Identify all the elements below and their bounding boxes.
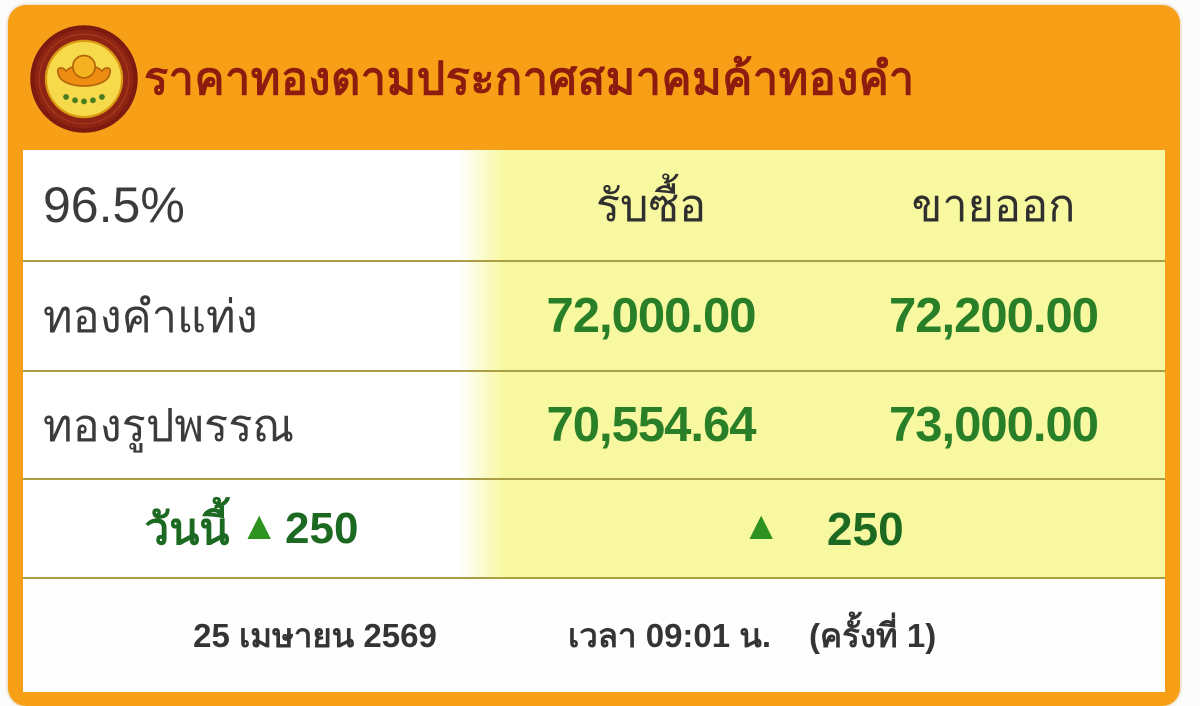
purity-label: 96.5% — [43, 177, 185, 233]
today-change-left: วันนี้ ▲ 250 — [23, 494, 480, 564]
table-footer-row: 25 เมษายน 2569 เวลา 09:01 น. (ครั้งที่ 1… — [23, 577, 1165, 690]
today-change-right: ▲ 250 — [480, 502, 1165, 556]
gold-bar-label: ทองคำแท่ง — [43, 291, 258, 342]
gold-ornament-label: ทองรูปพรรณ — [43, 400, 295, 451]
table-row-today-change: วันนี้ ▲ 250 ▲ 250 — [23, 478, 1165, 577]
announcement-time: เวลา 09:01 น. (ครั้งที่ 1) — [568, 579, 936, 692]
gold-price-table: 96.5% รับซื้อ ขายออก ทองคำแท่ง 72,000.00… — [23, 150, 1165, 692]
round-number-label: (ครั้งที่ 1) — [809, 617, 937, 654]
time-label: เวลา 09:01 น. — [568, 617, 772, 654]
table-row-gold-ornament: ทองรูปพรรณ 70,554.64 73,000.00 — [23, 370, 1165, 478]
up-triangle-icon: ▲ — [239, 503, 280, 548]
column-header-buy: รับซื้อ — [595, 180, 707, 231]
gold-association-logo-icon — [28, 23, 140, 135]
gold-bar-sell-price: 72,200.00 — [889, 289, 1099, 343]
today-label: วันนี้ — [144, 504, 230, 554]
page-title: ราคาทองตามประกาศสมาคมค้าทองคำ — [144, 52, 915, 104]
today-change-value-right: 250 — [826, 502, 904, 555]
gold-price-card: ราคาทองตามประกาศสมาคมค้าทองคำ 96.5% รับซ… — [8, 5, 1180, 706]
column-header-sell: ขายออก — [911, 180, 1076, 231]
announcement-date: 25 เมษายน 2569 — [193, 617, 437, 654]
table-row-gold-bar: ทองคำแท่ง 72,000.00 72,200.00 — [23, 260, 1165, 370]
card-header: ราคาทองตามประกาศสมาคมค้าทองคำ — [8, 5, 1180, 150]
gold-bar-buy-price: 72,000.00 — [546, 289, 757, 343]
gold-ornament-buy-price: 70,554.64 — [546, 398, 757, 452]
today-change-value: 250 — [285, 503, 359, 553]
up-triangle-icon: ▲ — [741, 503, 781, 548]
gold-ornament-sell-price: 73,000.00 — [889, 398, 1099, 452]
table-header-row: 96.5% รับซื้อ ขายออก — [23, 150, 1165, 260]
